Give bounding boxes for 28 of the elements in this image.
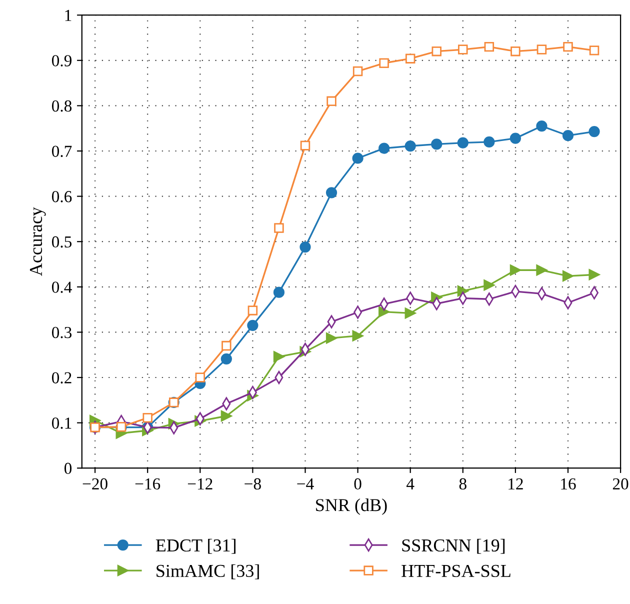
x-tick-label: 4 <box>406 478 414 490</box>
y-tick-label: 0 <box>64 462 72 474</box>
x-tick-label: −4 <box>297 478 314 490</box>
y-axis-title: Accuracy <box>30 207 46 276</box>
y-tick-label: 0.6 <box>52 191 72 202</box>
legend-label: SimAMC [33] <box>156 564 259 580</box>
legend-label: SSRCNN [19] <box>402 538 505 554</box>
x-tick-label: −12 <box>188 478 212 490</box>
y-tick-label: 0.4 <box>52 282 72 293</box>
y-tick-label: 0.5 <box>52 236 72 248</box>
x-tick-label: 0 <box>354 478 362 490</box>
x-tick-label: 16 <box>561 478 576 490</box>
y-tick-label: 1 <box>65 10 72 21</box>
x-tick-label: 20 <box>612 478 628 490</box>
x-axis-title: SNR (dB) <box>316 498 387 515</box>
y-tick-label: 0.2 <box>52 372 72 384</box>
y-tick-label: 0.8 <box>52 100 72 112</box>
x-tick-label: −20 <box>82 478 108 490</box>
x-tick-label: 8 <box>459 478 466 490</box>
x-tick-label: 12 <box>508 478 523 490</box>
legend-label: EDCT [31] <box>156 538 236 554</box>
x-tick-label: −16 <box>135 478 160 490</box>
y-tick-label: 0.1 <box>52 418 72 429</box>
x-tick-label: −8 <box>244 478 261 490</box>
y-tick-label: 0.7 <box>52 146 72 158</box>
y-tick-label: 0.3 <box>52 326 72 338</box>
y-tick-label: 0.9 <box>52 55 72 66</box>
legend-label: HTF-PSA-SSL <box>402 564 510 578</box>
